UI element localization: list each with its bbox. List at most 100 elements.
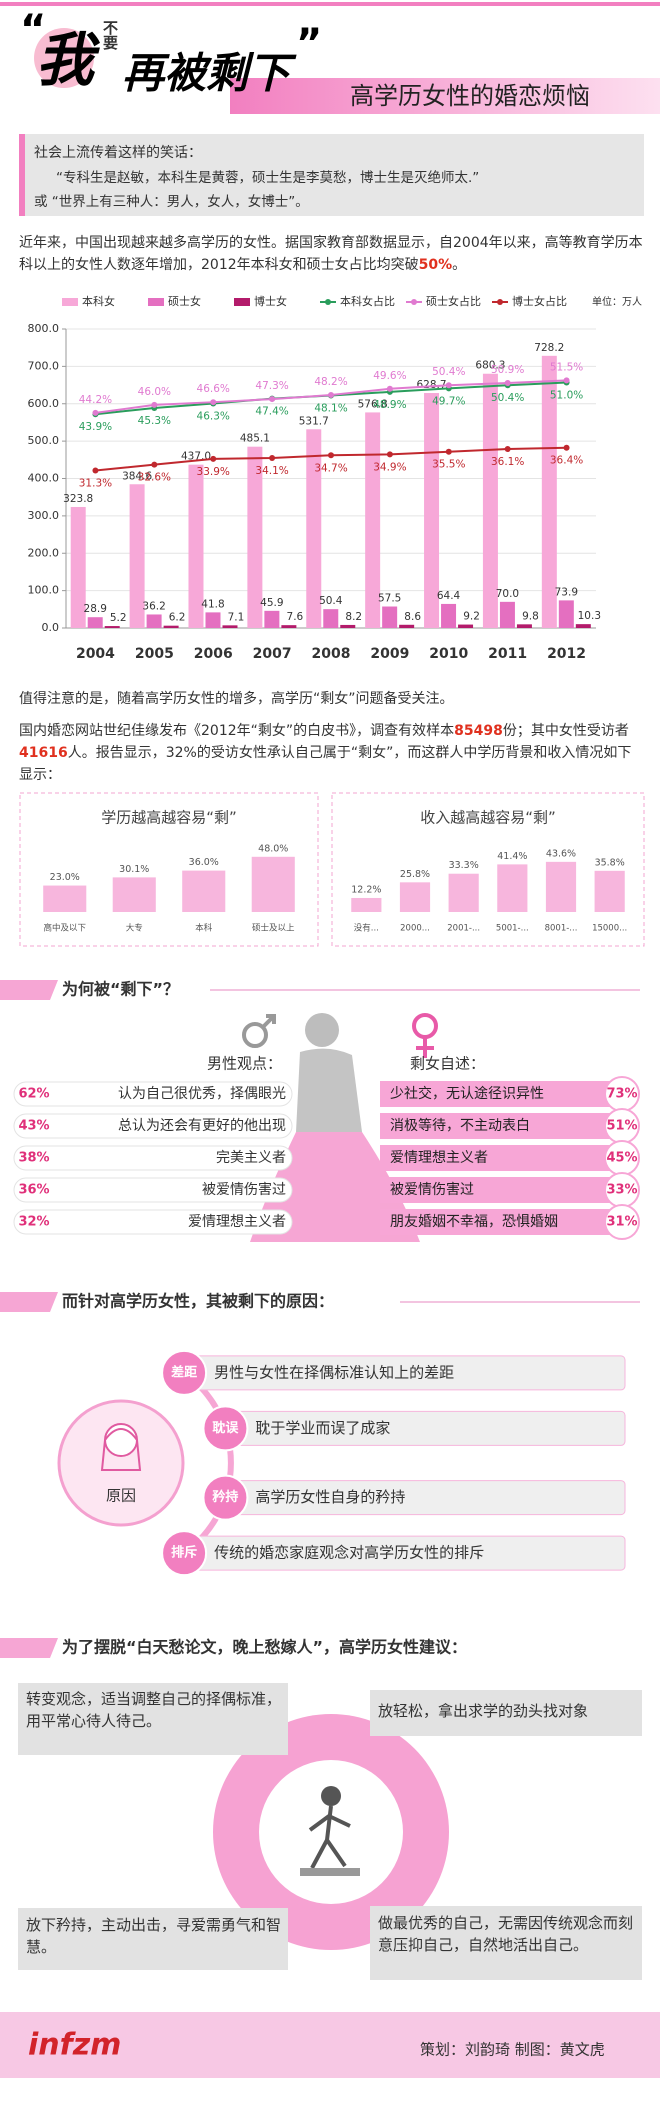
hub-label: 原因 [106, 1487, 136, 1505]
title-quote: ” [296, 21, 322, 67]
legend-swatch [62, 298, 78, 306]
line-marker [445, 448, 452, 455]
section-decor [0, 1292, 58, 1312]
advice-figure [321, 1786, 341, 1806]
value-label: 47.4% [255, 406, 288, 418]
reason-text: 被爱情伤害过 [390, 1182, 474, 1198]
chart-title: 学历越高越容易“剩” [101, 809, 237, 827]
value-label: 34.7% [314, 462, 347, 474]
unit-label: 单位：万人 [592, 295, 642, 308]
bar [516, 624, 532, 628]
reason-tag [161, 1349, 208, 1396]
x-tick-label: 2004 [76, 646, 115, 662]
bar [70, 506, 86, 628]
bar [399, 624, 415, 628]
advice-box [18, 1683, 288, 1755]
value-label: 33.3% [449, 860, 479, 871]
tag-label: 耽误 [212, 1420, 239, 1436]
line-marker [151, 401, 158, 408]
value-label: 36.0% [189, 857, 219, 868]
category-label: 本科 [195, 923, 213, 934]
value-label: 51.5% [550, 361, 583, 373]
reason-tag [161, 1530, 208, 1577]
highlight: 85498 [454, 723, 503, 739]
title-small: 不要 [101, 20, 119, 50]
footer-band [0, 2012, 660, 2078]
x-tick-label: 2012 [547, 646, 586, 662]
value-label: 51.0% [550, 390, 583, 402]
bar [182, 870, 226, 912]
bar [482, 373, 498, 628]
title-main: 再被剩下 [122, 49, 297, 98]
row-bar [380, 1209, 614, 1235]
advice-box [18, 1908, 288, 1970]
line-marker [92, 467, 99, 474]
paragraph: 国内婚恋网站世纪佳缘发布《2012年“剩女”的白皮书》，调查有效样本85498份… [19, 720, 644, 786]
row-outline [13, 1081, 293, 1107]
y-tick-label: 100.0 [28, 584, 60, 597]
value-label: 32.6% [138, 472, 171, 484]
credits: 策划：刘韵琦 制图：黄文虎 [420, 2041, 605, 2059]
legend-label: 本科女占比 [340, 294, 395, 308]
bar [382, 606, 398, 628]
value-label: 531.7 [299, 415, 329, 427]
x-tick-label: 2007 [253, 646, 292, 662]
highlight: 41616 [19, 745, 68, 761]
text-run: 近年来，中国出现越来越多高学历的女性。据国家教育部数据显示，自2004年以来，高… [19, 235, 643, 273]
line-marker [386, 451, 393, 458]
percent: 62% [18, 1087, 49, 1102]
advice-text: 放下矜持，主动出击，寻爱需勇气和智慧。 [26, 1916, 282, 1956]
category-label: 8001-... [545, 924, 578, 934]
value-label: 8.2 [345, 611, 362, 623]
category-label: 5001-... [496, 924, 529, 934]
bar [448, 873, 479, 912]
line-marker [210, 399, 217, 406]
section-decor [0, 980, 58, 1000]
advice-figure [308, 1805, 351, 1869]
value-label: 323.8 [63, 493, 93, 505]
reason-text: 认为自己很优秀，择偶眼光 [118, 1086, 286, 1102]
row-outline [13, 1209, 293, 1235]
x-tick-label: 2005 [135, 646, 174, 662]
category-label: 大专 [126, 923, 143, 934]
reason-text: 传统的婚恋家庭观念对高学历女性的排斥 [214, 1544, 484, 1562]
value-label: 46.6% [197, 383, 230, 395]
reason-hair [100, 1428, 142, 1471]
value-label: 49.7% [432, 395, 465, 407]
value-label: 25.8% [400, 869, 430, 880]
line-marker [504, 446, 511, 453]
silhouette [250, 1132, 420, 1242]
row-bar [380, 1145, 614, 1171]
female-heading: 剩女自述： [410, 1055, 485, 1073]
value-label: 50.4% [432, 366, 465, 378]
value-label: 47.3% [255, 380, 288, 392]
bar [499, 601, 515, 628]
male-heading: 男性观点： [207, 1055, 282, 1073]
intro-stripe [19, 134, 25, 216]
bar [146, 614, 162, 628]
value-label: 50.4 [319, 595, 343, 607]
bar [351, 897, 382, 912]
reason-text: 耽于学业而误了成家 [255, 1419, 390, 1437]
bar [222, 625, 238, 628]
line-marker [563, 377, 570, 384]
y-tick-label: 0.0 [42, 621, 60, 634]
reason-text: 被爱情伤害过 [202, 1182, 286, 1198]
reason-text: 高学历女性自身的矜持 [255, 1488, 405, 1506]
value-label: 5.2 [110, 612, 127, 624]
line-marker [386, 385, 393, 392]
bar [541, 355, 557, 628]
y-tick-label: 800.0 [28, 322, 60, 335]
row-bar [380, 1113, 614, 1139]
bar [323, 609, 339, 628]
x-tick-label: 2008 [312, 646, 351, 662]
value-label: 45.3% [138, 415, 171, 427]
value-label: 35.8% [595, 857, 625, 868]
line-marker [269, 396, 276, 403]
value-label: 9.2 [463, 611, 480, 623]
advice-text: 转变观念，适当调整自己的择偶标准，用平常心待人待己。 [26, 1690, 282, 1730]
reason-tag [202, 1474, 249, 1521]
section-decor [0, 1638, 58, 1658]
highlight: 50% [418, 257, 453, 273]
notes-lead: 值得注意的是，随着高学历女性的增多，高学历“剩女”问题备受关注。 [19, 691, 454, 707]
